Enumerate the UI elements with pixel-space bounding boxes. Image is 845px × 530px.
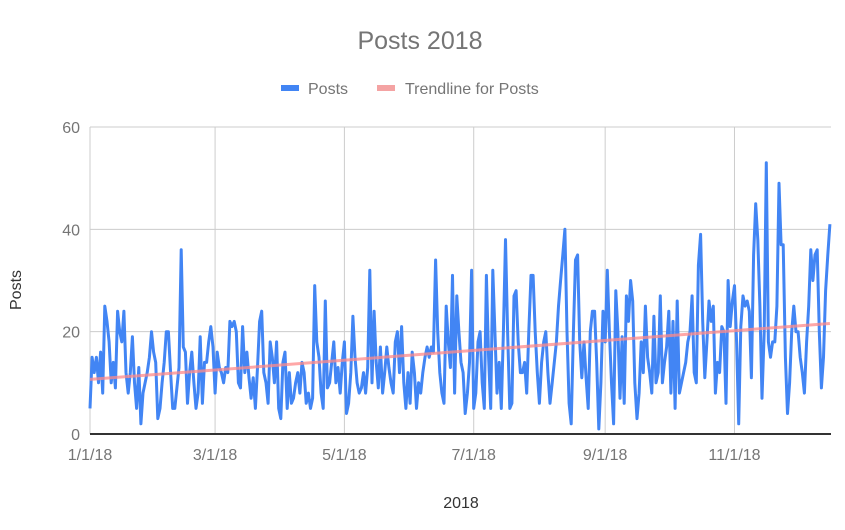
x-tick-label: 3/1/18 (193, 447, 238, 464)
x-tick-label: 7/1/18 (451, 447, 496, 464)
legend: Posts Trendline for Posts (281, 81, 539, 98)
legend-item-posts[interactable]: Posts (281, 81, 348, 98)
x-tick-label: 9/1/18 (583, 447, 628, 464)
chart-title: Posts 2018 (357, 27, 482, 55)
y-axis-ticks: 0 20 40 60 (62, 120, 80, 444)
x-tick-label: 1/1/18 (68, 447, 113, 464)
series-line-trendline (89, 321, 830, 381)
y-tick-label: 20 (62, 325, 80, 342)
legend-label-posts: Posts (308, 81, 348, 98)
x-axis-title: 2018 (443, 495, 479, 512)
y-axis-title: Posts (8, 270, 25, 310)
y-tick-label: 60 (62, 120, 80, 137)
y-tick-label: 0 (71, 427, 80, 444)
series-line-posts (88, 161, 832, 431)
x-tick-label: 11/1/18 (708, 447, 760, 464)
x-tick-label: 5/1/18 (322, 447, 367, 464)
y-tick-label: 40 (62, 222, 80, 239)
legend-label-trendline: Trendline for Posts (405, 81, 539, 98)
gridlines (89, 126, 831, 434)
x-axis-ticks: 1/1/18 3/1/18 5/1/18 7/1/18 9/1/18 11/1/18 (68, 447, 761, 464)
legend-item-trendline[interactable]: Trendline for Posts (377, 81, 539, 98)
